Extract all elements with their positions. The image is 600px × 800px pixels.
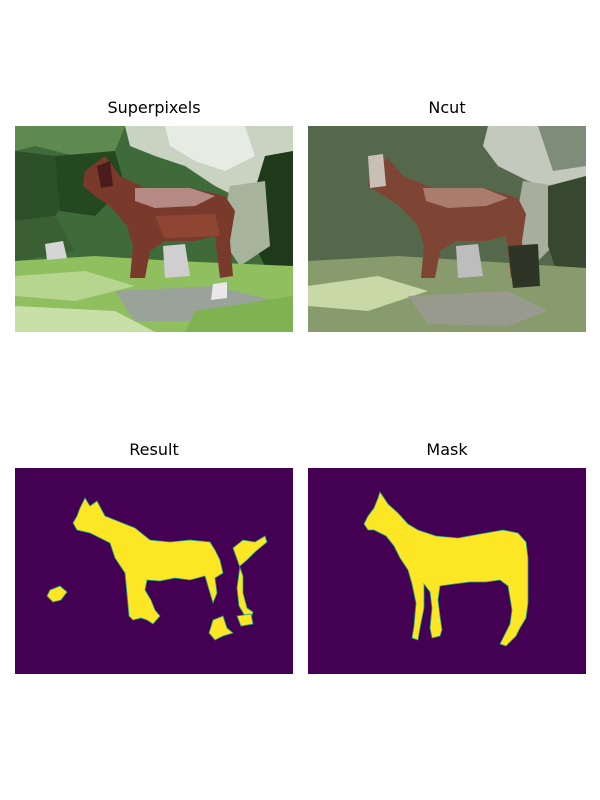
ncut-image — [308, 126, 586, 332]
ncut-title: Ncut — [428, 98, 466, 117]
mask-title: Mask — [426, 440, 468, 459]
superpixels-title: Superpixels — [107, 98, 201, 117]
result-image — [15, 468, 293, 674]
mask-image — [308, 468, 586, 674]
result-title: Result — [129, 440, 179, 459]
superpixels-image — [15, 126, 293, 332]
